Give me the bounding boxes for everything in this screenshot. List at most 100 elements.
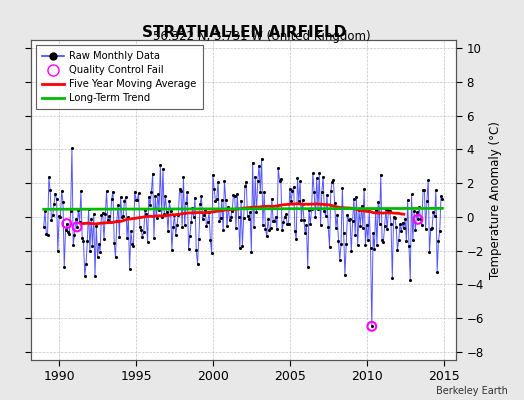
Point — [43, 231, 52, 238]
Point — [268, 196, 276, 202]
Point — [269, 218, 277, 224]
Point — [369, 230, 377, 237]
Point — [333, 212, 342, 218]
Point — [437, 193, 445, 200]
Point — [383, 226, 391, 232]
Point — [252, 209, 260, 215]
Point — [241, 183, 249, 190]
Point — [73, 224, 81, 230]
Point — [92, 223, 101, 230]
Point — [161, 193, 170, 200]
Point — [297, 217, 305, 223]
Point — [239, 215, 248, 222]
Point — [138, 233, 147, 240]
Point — [70, 232, 79, 238]
Point — [401, 216, 409, 222]
Point — [50, 201, 58, 208]
Point — [84, 206, 93, 212]
Point — [255, 162, 263, 169]
Point — [343, 212, 352, 218]
Point — [200, 212, 208, 219]
Point — [257, 155, 266, 162]
Point — [55, 212, 63, 219]
Point — [365, 208, 374, 214]
Point — [264, 216, 272, 223]
Point — [165, 198, 173, 204]
Point — [183, 189, 191, 195]
Point — [171, 232, 180, 238]
Point — [81, 272, 89, 279]
Point — [214, 178, 222, 185]
Point — [368, 323, 376, 330]
Point — [65, 231, 73, 237]
Point — [375, 220, 384, 227]
Point — [101, 211, 110, 218]
Point — [205, 209, 213, 216]
Point — [122, 194, 130, 200]
Point — [406, 276, 414, 283]
Point — [119, 212, 127, 219]
Point — [99, 210, 107, 216]
Point — [107, 196, 116, 202]
Point — [69, 242, 78, 248]
Point — [91, 272, 99, 279]
Point — [260, 189, 268, 196]
Point — [429, 208, 438, 215]
Point — [187, 219, 195, 225]
Point — [372, 206, 380, 213]
Point — [387, 220, 395, 227]
Point — [377, 171, 385, 178]
Point — [261, 226, 270, 232]
Point — [133, 197, 141, 204]
Point — [391, 215, 399, 222]
Point — [155, 207, 163, 214]
Point — [142, 211, 150, 218]
Point — [202, 223, 211, 229]
Point — [352, 193, 361, 200]
Point — [302, 222, 311, 229]
Point — [309, 170, 317, 176]
Point — [254, 178, 262, 185]
Point — [164, 228, 172, 234]
Point — [190, 214, 198, 220]
Point — [263, 233, 271, 240]
Point — [364, 237, 372, 243]
Point — [324, 224, 332, 230]
Point — [176, 186, 184, 192]
Point — [395, 237, 403, 244]
Point — [227, 214, 235, 220]
Point — [303, 264, 312, 270]
Point — [433, 268, 441, 275]
Point — [236, 245, 244, 252]
Point — [328, 179, 336, 185]
Point — [310, 189, 319, 196]
Point — [275, 178, 283, 184]
Point — [72, 216, 80, 222]
Point — [415, 204, 423, 210]
Point — [301, 230, 309, 236]
Point — [160, 210, 168, 217]
Point — [148, 170, 157, 177]
Point — [224, 204, 233, 210]
Point — [105, 213, 113, 220]
Point — [386, 208, 394, 214]
Point — [414, 216, 422, 222]
Point — [428, 225, 436, 231]
Point — [82, 261, 90, 268]
Point — [291, 227, 299, 234]
Point — [106, 219, 115, 225]
Point — [368, 323, 376, 330]
Point — [432, 187, 440, 193]
Point — [410, 208, 418, 215]
Point — [237, 197, 245, 204]
Point — [287, 198, 295, 205]
Point — [52, 196, 61, 202]
Point — [234, 214, 243, 220]
Point — [366, 244, 375, 251]
Point — [116, 194, 125, 200]
Point — [42, 230, 50, 237]
Point — [402, 238, 411, 244]
Point — [206, 236, 214, 243]
Point — [216, 215, 225, 222]
Point — [77, 188, 85, 194]
